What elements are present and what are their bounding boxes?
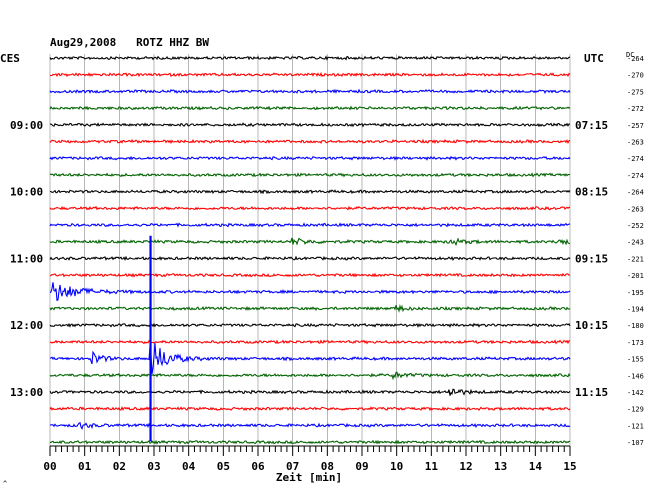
dc-label: -155 (627, 356, 644, 364)
trace-line (49, 88, 571, 95)
dc-label: -180 (627, 322, 644, 330)
grid-lines (49, 54, 571, 447)
x-axis-label: Zeit [min] (276, 471, 342, 484)
left-header: CES (0, 52, 20, 65)
trace-line (49, 55, 571, 61)
x-axis: 00 01 02 03 04 05 06 07 08 09 10 11 12 13 14 15 (43, 446, 577, 473)
right-time-labels: 07:15 08:15 09:15 10:15 11:15 (575, 119, 608, 399)
trace-line (49, 205, 571, 211)
x-tick-label: 15 (563, 460, 576, 473)
right-time-label: 07:15 (575, 119, 608, 132)
trace-line (49, 71, 571, 78)
trace-line (49, 222, 571, 228)
trace-line (49, 371, 571, 381)
trace-line (49, 339, 571, 345)
left-time-label: 11:00 (10, 252, 43, 265)
x-tick-label: 14 (529, 460, 543, 473)
dc-label: -263 (627, 139, 644, 147)
x-tick-label: 08 (321, 460, 334, 473)
x-tick-label: 10 (390, 460, 403, 473)
right-header: UTC (584, 52, 604, 65)
dc-label: -275 (627, 88, 644, 96)
dc-labels: -264 -270 -275 -272 -257 -263 -274 -274 -264 -263… (627, 55, 644, 447)
dc-label: -194 (627, 306, 644, 314)
trace-line (49, 255, 571, 262)
trace-line (49, 189, 571, 195)
x-tick-label: 11 (425, 460, 439, 473)
dc-label: -270 (627, 72, 644, 80)
trace-line (49, 388, 571, 396)
left-time-label: 09:00 (10, 119, 43, 132)
dc-label: -142 (627, 389, 644, 397)
dc-header: DC (626, 51, 634, 59)
x-tick-label: 04 (182, 460, 196, 473)
dc-label: -243 (627, 239, 644, 247)
x-tick-label: 02 (113, 460, 126, 473)
dc-label: -272 (627, 105, 644, 113)
dc-label: -252 (627, 222, 644, 230)
right-time-label: 11:15 (575, 386, 608, 399)
trace-line (49, 237, 571, 247)
dc-label: -264 (627, 55, 644, 63)
chart-title: Aug29,2008 ROTZ HHZ BW (50, 36, 209, 49)
right-time-label: 08:15 (575, 186, 608, 199)
trace-line (49, 105, 571, 111)
dc-label: -263 (627, 205, 644, 213)
trace-line (49, 405, 571, 412)
dc-label: -121 (627, 422, 644, 430)
x-tick-label: 13 (494, 460, 507, 473)
x-tick-label: 06 (251, 460, 265, 473)
left-time-label: 13:00 (10, 386, 43, 399)
trace-line (49, 282, 571, 302)
dc-label: -201 (627, 272, 644, 280)
dc-label: -107 (627, 439, 644, 447)
left-time-label: 10:00 (10, 186, 43, 199)
trace-line (49, 304, 571, 313)
dc-label: -257 (627, 122, 644, 130)
trace-line (49, 439, 570, 445)
trace-line (49, 138, 571, 145)
footer-mark: ^ (3, 480, 7, 488)
trace-line (49, 343, 571, 374)
x-tick-label: 09 (355, 460, 368, 473)
x-tick-label: 05 (217, 460, 230, 473)
x-tick-label: 00 (43, 460, 56, 473)
x-tick-label: 12 (459, 460, 472, 473)
trace-line (49, 155, 571, 161)
seismic-traces (49, 55, 571, 445)
trace-line (49, 122, 570, 128)
dc-label: -146 (627, 372, 644, 380)
dc-label: -173 (627, 339, 644, 347)
dc-label: -274 (627, 172, 644, 180)
trace-line (49, 172, 571, 178)
dc-label: -129 (627, 406, 644, 414)
right-time-label: 09:15 (575, 252, 608, 265)
trace-line (49, 322, 571, 328)
dc-label: -264 (627, 189, 644, 197)
trace-line (49, 421, 571, 430)
x-tick-label: 01 (78, 460, 92, 473)
trace-line (49, 272, 571, 278)
left-time-label: 12:00 (10, 319, 43, 332)
dc-label: -274 (627, 155, 644, 163)
dc-label: -221 (627, 255, 644, 263)
dc-label: -195 (627, 289, 644, 297)
left-time-labels: 09:00 10:00 11:00 12:00 13:00 (10, 119, 43, 399)
x-tick-label: 07 (286, 460, 299, 473)
right-time-label: 10:15 (575, 319, 608, 332)
x-tick-label: 03 (147, 460, 160, 473)
